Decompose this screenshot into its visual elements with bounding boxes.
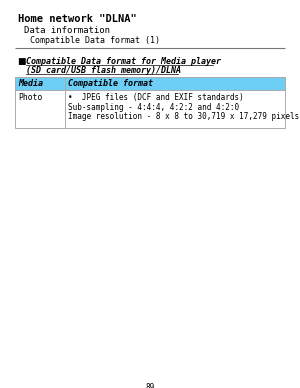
Text: Sub-sampling - 4:4:4, 4:2:2 and 4:2:0: Sub-sampling - 4:4:4, 4:2:2 and 4:2:0 [68,102,239,111]
Text: Compatible Data format for Media player: Compatible Data format for Media player [26,57,221,66]
Text: (SD card/USB flash memory)/DLNA: (SD card/USB flash memory)/DLNA [26,66,181,75]
Text: Compatible format: Compatible format [68,78,153,88]
Text: ■: ■ [17,57,26,66]
Text: Media: Media [18,78,43,88]
Bar [15,77,285,90]
Text: Image resolution - 8 x 8 to 30,719 x 17,279 pixels: Image resolution - 8 x 8 to 30,719 x 17,… [68,112,299,121]
Text: 89: 89 [146,383,154,388]
Bar [15,77,285,128]
Text: •  JPEG files (DCF and EXIF standards): • JPEG files (DCF and EXIF standards) [68,93,244,102]
Text: Photo: Photo [18,93,42,102]
Text: Compatible Data format (1): Compatible Data format (1) [30,36,160,45]
Text: Home network "DLNA": Home network "DLNA" [18,14,137,24]
Text: Data information: Data information [24,26,110,35]
